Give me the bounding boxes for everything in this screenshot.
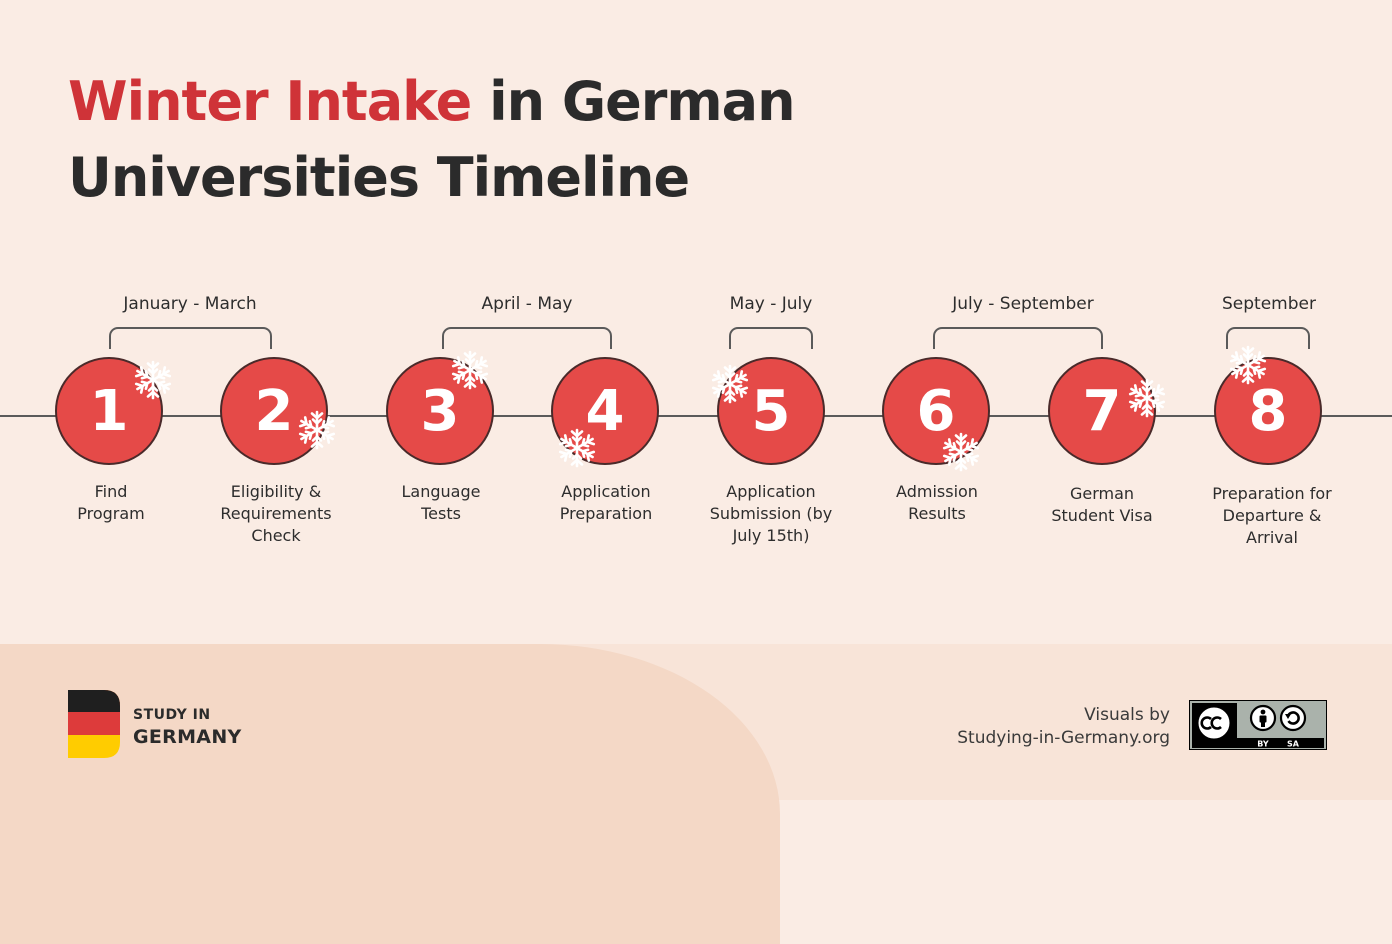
step-label-2: Eligibility & Requirements Check xyxy=(220,482,332,545)
period-label-september: September xyxy=(1222,294,1316,314)
step-circle-5: 5 xyxy=(717,357,825,465)
license-by-text: BY xyxy=(1257,740,1269,749)
license-sa-text: SA xyxy=(1287,740,1300,749)
step-label-7: German Student Visa xyxy=(1051,484,1153,525)
step-number-8: 8 xyxy=(1248,378,1288,444)
period-label-july-september: July - September xyxy=(952,294,1094,314)
period-bracket-july-september xyxy=(933,327,1103,349)
period-bracket-may-july xyxy=(729,327,813,349)
step-number-1: 1 xyxy=(89,378,129,444)
snowflake-icon xyxy=(557,428,597,468)
credit-line2: Studying-in-Germany.org xyxy=(957,728,1170,748)
logo-line1: STUDY IN xyxy=(133,707,211,723)
step-number-5: 5 xyxy=(751,378,791,444)
logo-text: STUDY IN GERMANY xyxy=(133,704,242,748)
step-number-7: 7 xyxy=(1082,378,1122,444)
step-circle-2: 2 xyxy=(220,357,328,465)
step-number-3: 3 xyxy=(420,378,460,444)
cc-icon xyxy=(1195,704,1233,742)
period-label-january-march: January - March xyxy=(123,294,257,314)
step-label-5: Application Submission (by July 15th) xyxy=(709,482,833,545)
step-label-3: Language Tests xyxy=(401,482,481,523)
snowflake-icon xyxy=(710,364,750,404)
germany-flag-logo-icon xyxy=(68,690,120,758)
snowflake-icon xyxy=(133,360,173,400)
step-label-4: Application Preparation xyxy=(559,482,653,523)
footer-decorative-shape xyxy=(0,644,780,944)
page-title: Winter Intake in German Universities Tim… xyxy=(68,64,796,216)
step-number-2: 2 xyxy=(254,378,294,444)
step-number-4: 4 xyxy=(585,378,625,444)
step-label-8: Preparation for Departure & Arrival xyxy=(1212,484,1332,547)
snowflake-icon xyxy=(1228,345,1268,385)
step-circle-7: 7 xyxy=(1048,357,1156,465)
snowflake-icon xyxy=(450,350,490,390)
credit-text: Visuals by Studying-in-Germany.org xyxy=(957,704,1170,750)
credit-line1: Visuals by xyxy=(1084,705,1170,725)
title-rest: in German xyxy=(489,70,795,133)
period-label-may-july: May - July xyxy=(729,294,813,314)
snowflake-icon xyxy=(1127,378,1167,418)
step-label-1: Find Program xyxy=(77,482,145,523)
title-accent: Winter Intake xyxy=(68,70,472,133)
step-circle-4: 4 xyxy=(551,357,659,465)
step-label-6: Admission Results xyxy=(896,482,978,523)
snowflake-icon xyxy=(297,410,337,450)
logo-line2: GERMANY xyxy=(133,726,242,748)
period-bracket-april-may xyxy=(442,327,612,349)
step-number-6: 6 xyxy=(916,378,956,444)
step-circle-3: 3 xyxy=(386,357,494,465)
share-alike-icon xyxy=(1279,704,1307,732)
cc-by-sa-license-badge: BY SA xyxy=(1189,700,1327,750)
period-label-april-may: April - May xyxy=(481,294,573,314)
snowflake-icon xyxy=(941,432,981,472)
timeline-line xyxy=(0,415,1392,417)
title-line2: Universities Timeline xyxy=(68,146,690,209)
period-bracket-january-march xyxy=(109,327,272,349)
period-bracket-september xyxy=(1226,327,1310,349)
